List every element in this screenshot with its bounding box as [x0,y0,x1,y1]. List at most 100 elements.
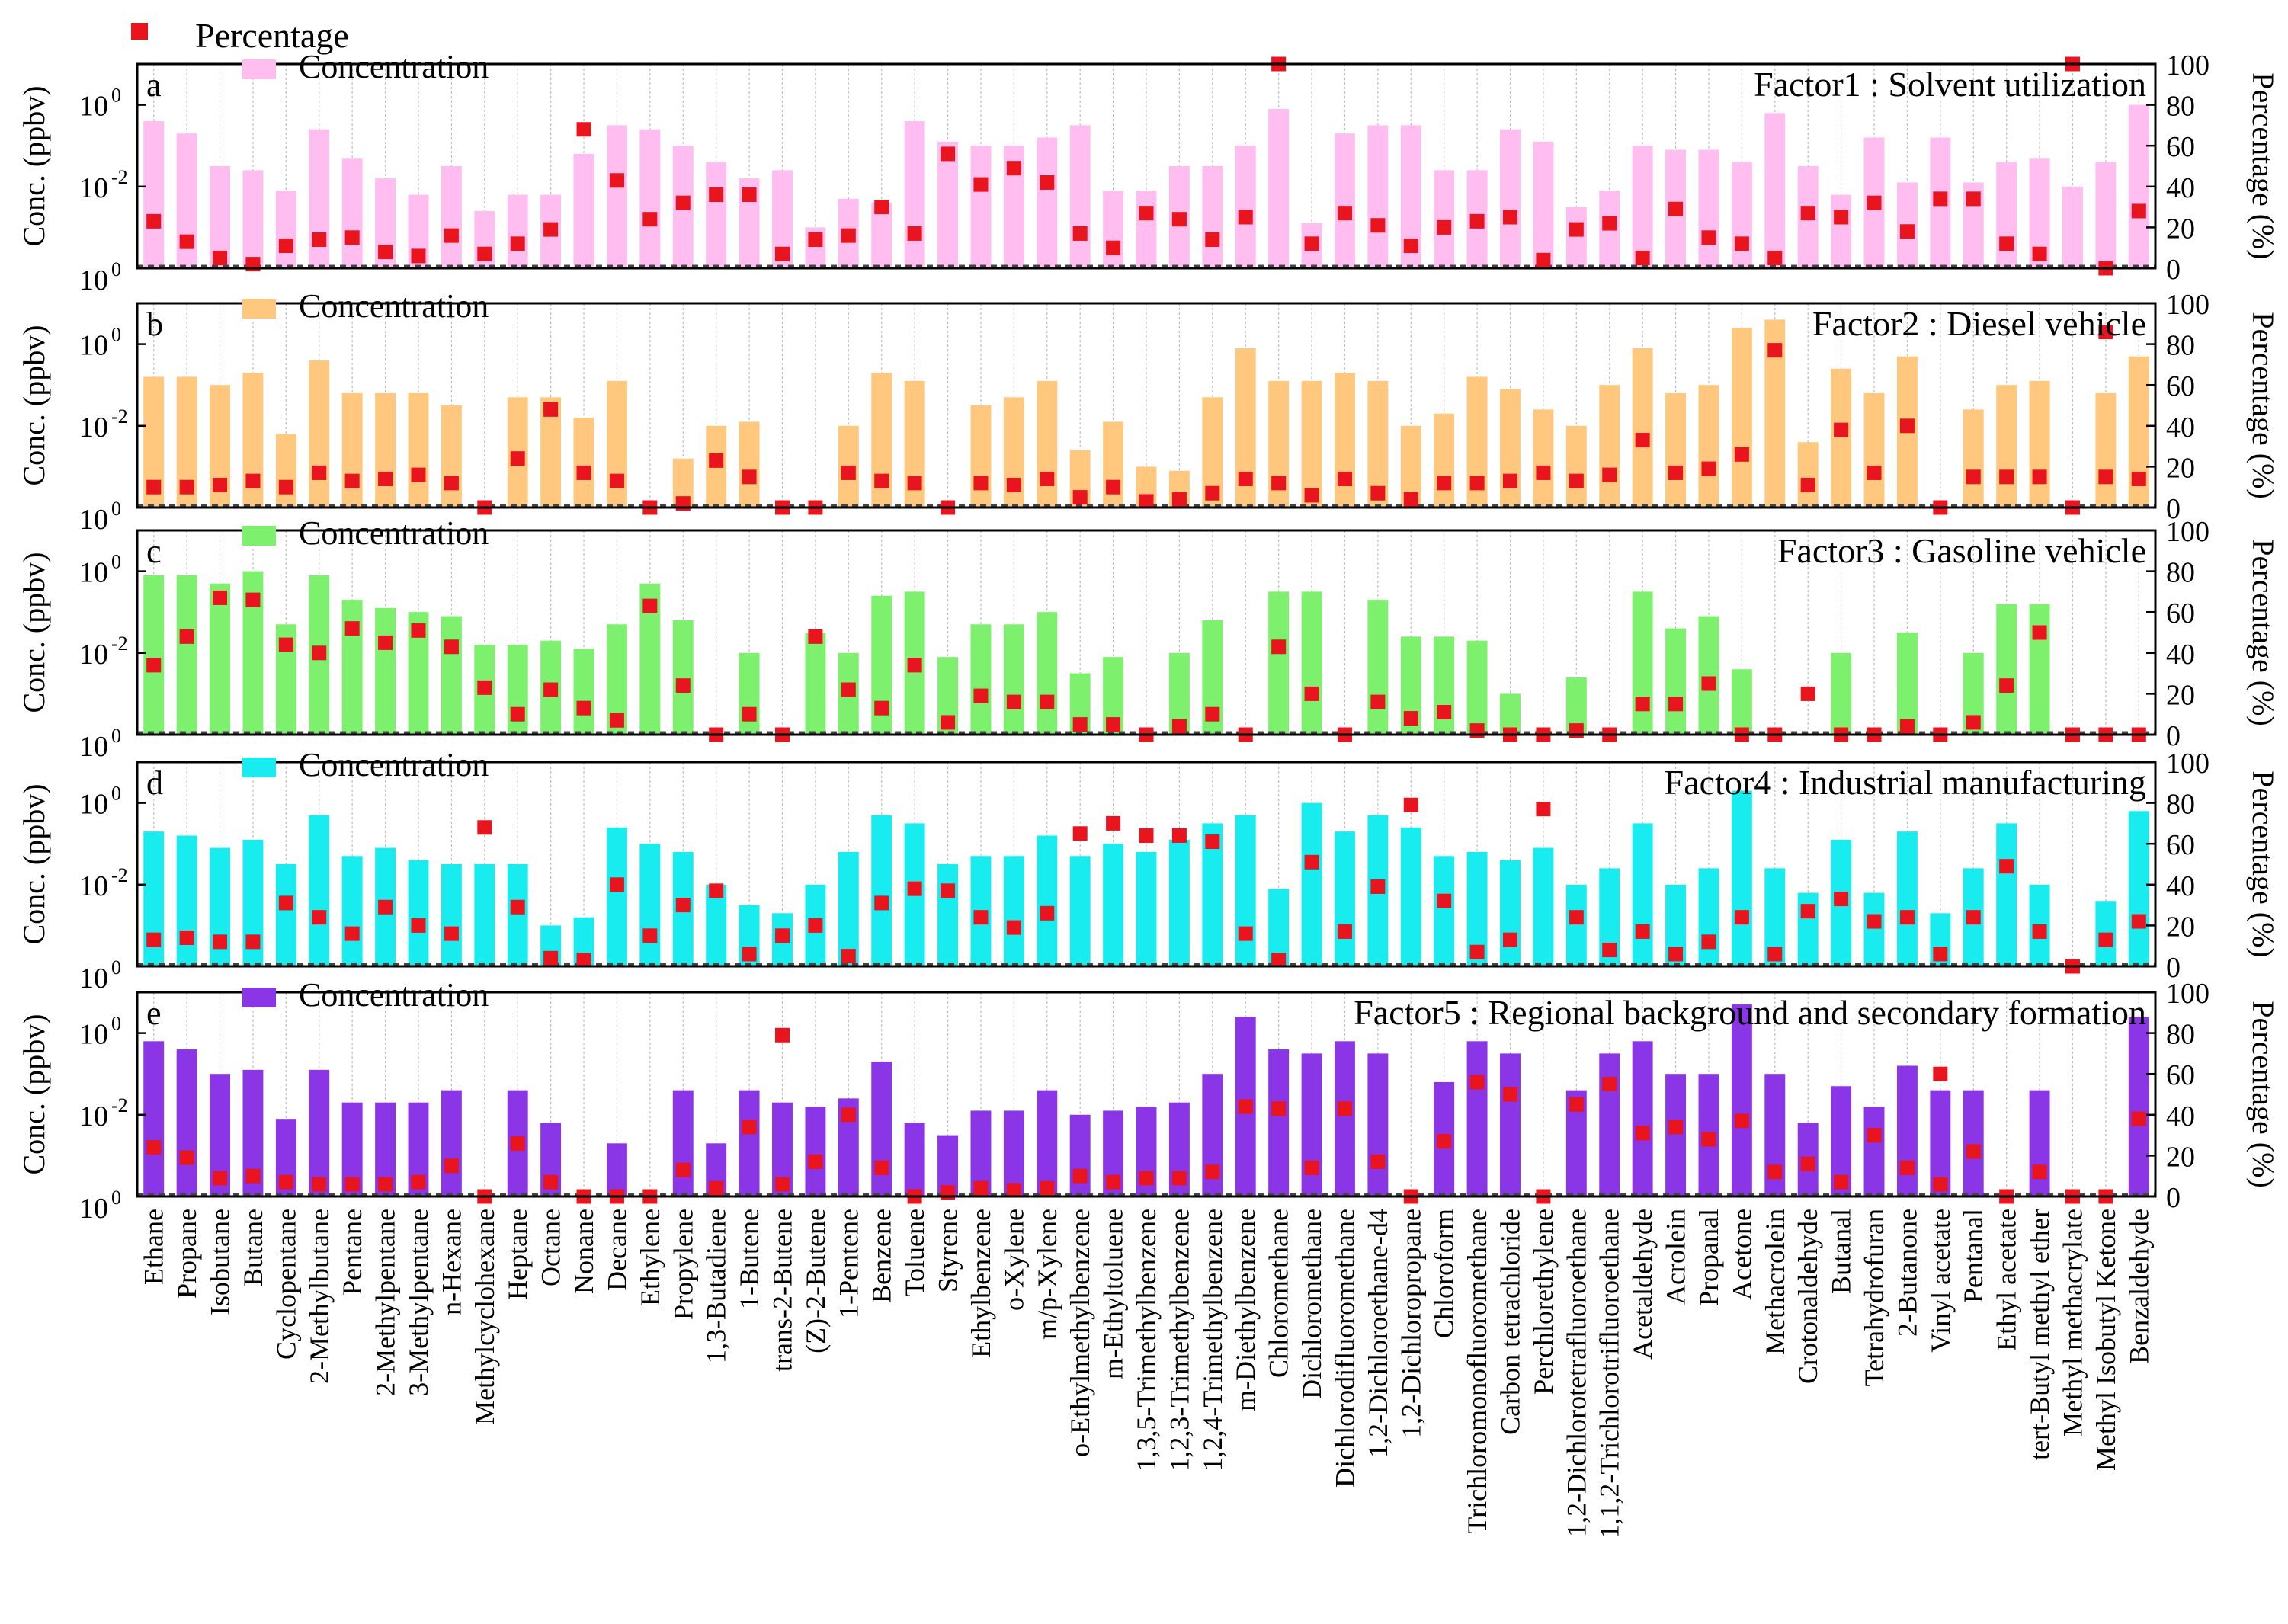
percentage-marker [1238,1099,1253,1114]
percentage-marker [1469,944,1485,959]
left-tick-label-bottom: 10 0 [79,725,121,763]
panel-frame [136,761,2157,968]
concentration-bar [1500,1053,1521,1196]
percentage-marker [2131,203,2146,219]
percentage-marker [1139,494,1154,509]
percentage-marker [1800,686,1815,701]
category-label: Butane [238,1209,268,1286]
category-label: Methyl methacrylate [2057,1209,2088,1437]
percentage-marker [1205,706,1220,722]
percentage-marker [278,239,293,254]
percentage-marker [1006,161,1021,176]
concentration-bar [606,125,627,268]
concentration-bar [1069,856,1091,966]
percentage-marker [1171,828,1187,843]
percentage-marker [1370,485,1386,501]
panel-title: Factor4 : Industrial manufacturing [1665,763,2146,802]
percentage-marker [1899,719,1915,734]
percentage-marker [1734,910,1749,925]
percentage-marker [312,465,327,480]
percentage-marker [1800,1156,1815,1171]
concentration-bar [1797,892,1819,966]
percentage-marker [378,245,393,260]
left-tick-exponent: -2 [111,633,128,655]
percentage-marker [675,678,691,693]
left-tick-exponent: 0 [111,85,121,107]
percentage-marker [510,1136,525,1151]
category-label: Acetaldehyde [1627,1209,1658,1360]
percentage-marker [1503,473,1518,488]
concentration-bar [1202,166,1223,268]
concentration-bar [408,392,429,508]
panel-title: Factor3 : Gasoline vehicle [1777,531,2146,570]
category-label: 1,3-Butadiene [701,1209,732,1363]
concentration-bar [1831,652,1852,735]
concentration-bar [1996,823,2017,966]
percentage-marker [1072,226,1088,241]
percentage-marker [2131,914,2146,929]
concentration-bar [1731,790,1752,966]
right-tick-label: 80 [2166,1019,2195,1051]
percentage-marker [1569,473,1584,488]
concentration-bar [143,1041,165,1196]
percentage-marker [477,680,492,695]
concentration-bar [1565,884,1587,966]
concentration-bar [507,864,528,966]
category-label: m/p-Xylene [1032,1209,1062,1340]
percentage-marker [808,1154,823,1169]
concentration-bar [805,1107,826,1196]
percentage-marker [1966,910,1981,925]
concentration-bar [805,633,826,735]
concentration-bar [1434,856,1455,966]
category-label: Crotonaldehyde [1793,1209,1823,1384]
percentage-marker [576,953,591,968]
category-label: Ethyl acetate [1992,1209,2022,1351]
category-label: Nonane [569,1209,599,1294]
percentage-marker [709,187,724,203]
category-label: 2-Methylbutane [304,1209,335,1384]
concentration-bar [904,121,925,268]
percentage-marker [1437,893,1452,908]
percentage-marker [278,895,293,911]
percentage-marker [1834,892,1849,907]
right-tick-label: 80 [2166,789,2195,821]
concentration-bar [375,607,396,735]
concentration-bar [1434,636,1455,735]
percentage-marker [1536,252,1551,267]
left-tick-base: 10 [79,963,108,995]
percentage-marker [1800,904,1815,919]
percentage-marker [1304,854,1319,870]
percentage-marker [609,877,624,892]
percentage-marker [1800,478,1815,493]
percentage-marker [146,932,162,947]
concentration-bar [1632,591,1653,735]
percentage-marker [1304,236,1319,251]
percentage-marker [1503,210,1518,225]
percentage-marker [774,1027,790,1043]
category-label: Carbon tetrachloride [1495,1209,1526,1435]
concentration-bar [1698,385,1719,508]
percentage-marker [213,590,228,605]
concentration-bar [639,844,661,966]
percentage-marker [543,222,559,237]
percentage-marker [1999,236,2014,251]
concentration-bar [606,380,627,508]
percentage-marker [841,1107,856,1123]
category-label: Methyl Isobutyl Ketone [2091,1209,2121,1471]
percentage-marker [344,926,360,941]
panel-title: Factor2 : Diesel vehicle [1812,304,2146,343]
concentration-bar [739,1090,760,1196]
concentration-bar [706,884,727,966]
percentage-marker [1701,934,1716,950]
percentage-marker [874,895,889,911]
left-tick-label: 10 0 [79,783,121,821]
concentration-bar [1963,1090,1984,1196]
left-tick-label-bottom: 10 0 [79,1187,121,1225]
panel-letter: d [146,764,163,802]
right-tick-label: 40 [2166,412,2195,444]
percentage-marker [1171,212,1187,227]
percentage-marker [1602,467,1617,482]
category-label: Methylcyclohexane [469,1209,500,1425]
category-label: Benzene [867,1209,897,1303]
percentage-marker [1536,465,1551,480]
